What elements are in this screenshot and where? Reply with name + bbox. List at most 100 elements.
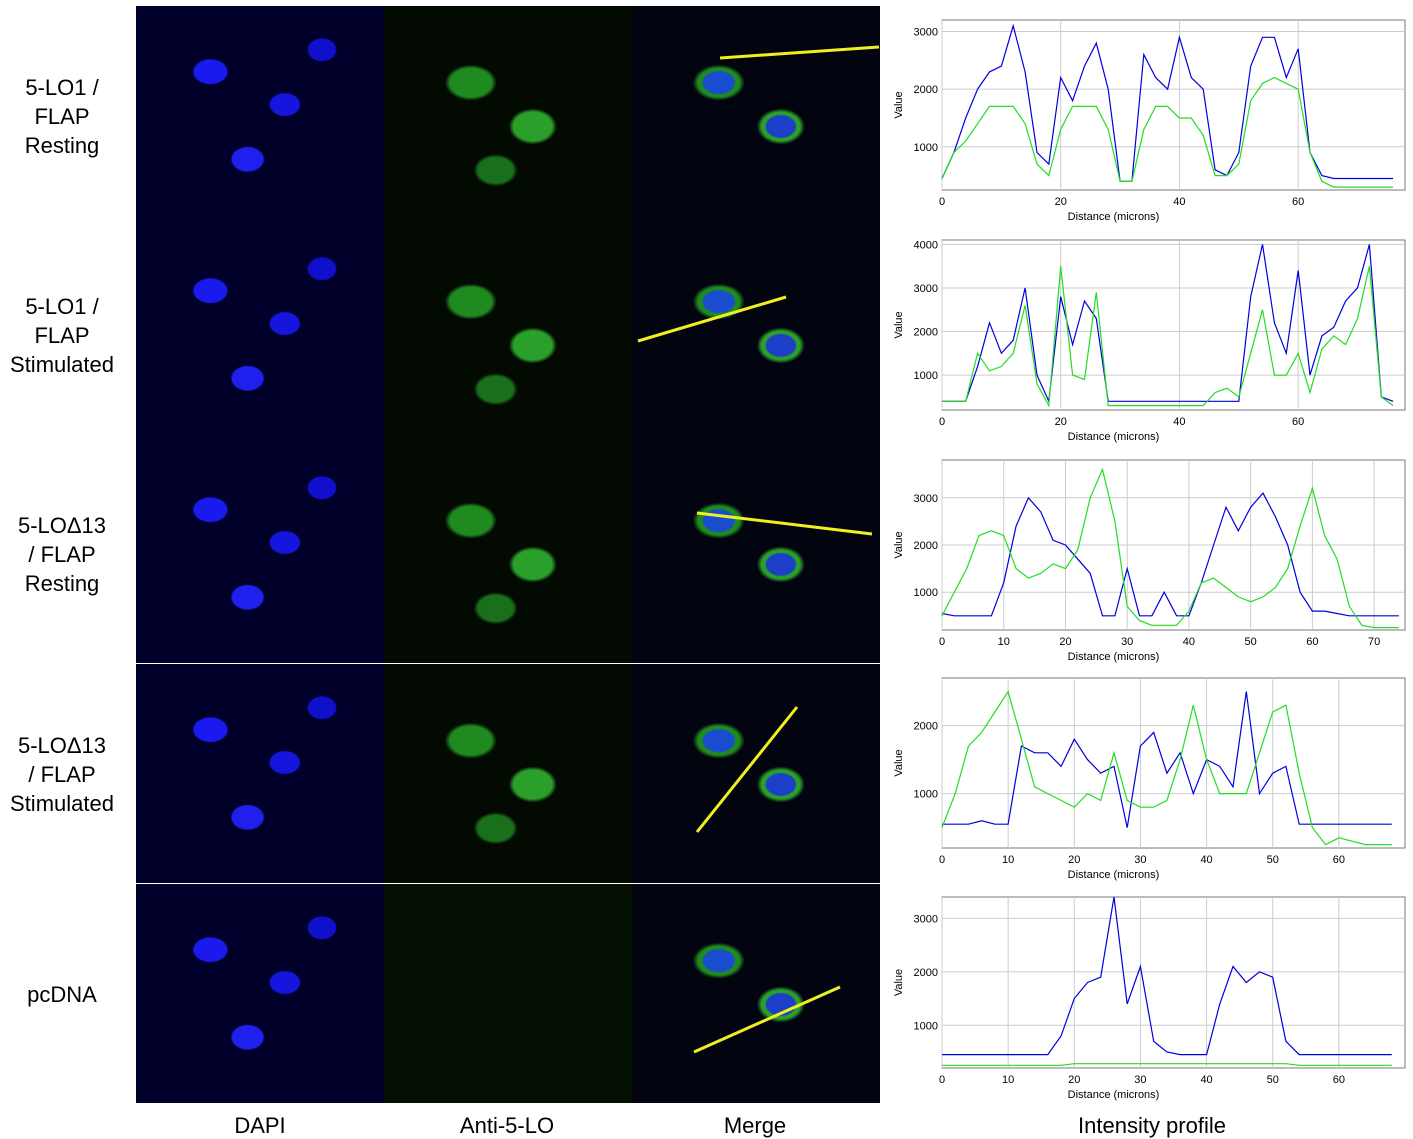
y-tick-label: 2000 bbox=[914, 84, 938, 96]
y-tick-label: 3000 bbox=[914, 493, 938, 505]
y-tick-label: 3000 bbox=[914, 283, 938, 295]
series-line bbox=[942, 266, 1394, 408]
row-label-line: Stimulated bbox=[10, 351, 114, 377]
x-axis-label: Distance (microns) bbox=[1068, 431, 1160, 443]
series-line bbox=[942, 1063, 1392, 1066]
y-tick-label: 4000 bbox=[914, 239, 938, 251]
plot-area bbox=[941, 19, 1406, 191]
series-line bbox=[942, 896, 1392, 1056]
x-axis-label: Distance (microns) bbox=[1068, 651, 1160, 663]
micrograph bbox=[136, 884, 384, 1103]
row-label: 5-LOΔ13 / FLAP Stimulated bbox=[0, 731, 124, 818]
profile-line bbox=[719, 45, 880, 60]
x-axis-label: Distance (microns) bbox=[1068, 1089, 1160, 1101]
series-line bbox=[941, 467, 1399, 629]
x-tick-label: 20 bbox=[1059, 636, 1071, 648]
x-tick-label: 40 bbox=[1200, 854, 1212, 866]
y-tick-label: 3000 bbox=[914, 913, 938, 925]
x-tick-label: 60 bbox=[1292, 196, 1304, 208]
y-axis-label: Value bbox=[893, 531, 905, 558]
x-tick-label: 0 bbox=[939, 636, 945, 648]
micrograph bbox=[136, 6, 384, 225]
column-label: DAPI bbox=[234, 1113, 285, 1138]
micrograph bbox=[384, 884, 632, 1103]
series-line bbox=[942, 691, 1392, 828]
x-tick-label: 10 bbox=[1002, 1074, 1014, 1086]
row-label-line: FLAP bbox=[34, 103, 90, 129]
x-tick-label: 50 bbox=[1267, 854, 1279, 866]
series-line bbox=[941, 23, 1394, 182]
y-tick-label: 1000 bbox=[914, 142, 938, 154]
plot-area bbox=[941, 896, 1406, 1069]
x-tick-label: 60 bbox=[1306, 636, 1318, 648]
y-axis-label: Value bbox=[893, 969, 905, 996]
x-tick-label: 0 bbox=[939, 416, 945, 428]
micrograph bbox=[632, 884, 880, 1103]
y-axis-label: Value bbox=[893, 311, 905, 338]
micrograph bbox=[632, 225, 880, 444]
x-tick-label: 10 bbox=[1002, 854, 1014, 866]
micrograph bbox=[384, 664, 632, 883]
x-tick-label: 0 bbox=[939, 1074, 945, 1086]
x-tick-label: 0 bbox=[939, 196, 945, 208]
y-tick-label: 2000 bbox=[914, 540, 938, 552]
row-label: 5-LOΔ13 / FLAP Resting bbox=[0, 511, 124, 598]
row-label-line: 5-LOΔ13 bbox=[17, 732, 107, 758]
x-tick-label: 20 bbox=[1055, 416, 1067, 428]
row-label-line: Resting bbox=[24, 570, 100, 596]
micrograph bbox=[384, 444, 632, 663]
y-axis-label: Value bbox=[893, 91, 905, 118]
row-label-line: 5-LOΔ13 bbox=[17, 512, 107, 538]
series-line bbox=[942, 244, 1394, 404]
micrograph bbox=[136, 225, 384, 444]
y-axis-label: Value bbox=[893, 749, 905, 776]
column-label: Merge bbox=[724, 1113, 786, 1138]
y-tick-label: 1000 bbox=[914, 587, 938, 599]
profile-line bbox=[695, 706, 799, 833]
y-tick-label: 1000 bbox=[914, 370, 938, 382]
row-label: 5-LO1 / FLAP Resting bbox=[0, 73, 124, 160]
x-tick-label: 40 bbox=[1183, 636, 1195, 648]
y-tick-label: 2000 bbox=[914, 967, 938, 979]
x-tick-label: 60 bbox=[1292, 416, 1304, 428]
micrograph bbox=[632, 6, 880, 225]
plot-area bbox=[941, 239, 1406, 411]
profile-line bbox=[693, 985, 841, 1054]
row-label-line: 5-LO1 / bbox=[25, 293, 99, 319]
x-tick-label: 40 bbox=[1173, 196, 1185, 208]
profile-line bbox=[696, 511, 873, 536]
micrograph bbox=[384, 225, 632, 444]
x-axis-label: Distance (microns) bbox=[1068, 211, 1160, 223]
y-tick-label: 1000 bbox=[914, 1020, 938, 1032]
profile-line bbox=[637, 295, 787, 343]
row-label: 5-LO1 / FLAP Stimulated bbox=[0, 292, 124, 379]
row-label: pcDNA bbox=[0, 980, 124, 1009]
y-tick-label: 2000 bbox=[914, 327, 938, 339]
column-label: Intensity profile bbox=[1078, 1113, 1226, 1138]
series-line bbox=[941, 690, 1392, 846]
x-tick-label: 20 bbox=[1068, 1074, 1080, 1086]
x-axis-label: Distance (microns) bbox=[1068, 869, 1160, 881]
x-tick-label: 40 bbox=[1173, 416, 1185, 428]
x-tick-label: 20 bbox=[1068, 854, 1080, 866]
row-label-line: FLAP bbox=[34, 322, 90, 348]
series-line bbox=[941, 492, 1399, 617]
row-label-line: / FLAP bbox=[28, 541, 96, 567]
series-line bbox=[941, 76, 1394, 188]
row-label-line: Stimulated bbox=[10, 790, 114, 816]
x-tick-label: 0 bbox=[939, 854, 945, 866]
x-tick-label: 30 bbox=[1134, 1074, 1146, 1086]
x-tick-label: 40 bbox=[1200, 1074, 1212, 1086]
x-tick-label: 10 bbox=[998, 636, 1010, 648]
micrograph bbox=[632, 664, 880, 883]
row-label-line: pcDNA bbox=[27, 981, 97, 1007]
micrograph bbox=[632, 444, 880, 663]
x-tick-label: 20 bbox=[1055, 196, 1067, 208]
x-tick-label: 60 bbox=[1333, 1074, 1345, 1086]
row-label-line: / FLAP bbox=[28, 761, 96, 787]
x-tick-label: 50 bbox=[1267, 1074, 1279, 1086]
micrograph bbox=[384, 6, 632, 225]
y-tick-label: 1000 bbox=[914, 789, 938, 801]
